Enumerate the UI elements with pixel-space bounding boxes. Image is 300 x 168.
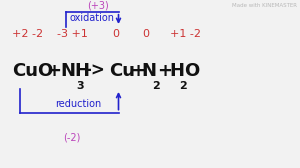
Text: reduction: reduction — [56, 99, 102, 109]
Text: ->: -> — [84, 61, 105, 80]
Text: +: + — [158, 61, 172, 80]
Text: (+3): (+3) — [87, 0, 108, 10]
Text: +: + — [46, 61, 62, 80]
Text: 0: 0 — [142, 29, 149, 39]
Text: Cu: Cu — [110, 61, 136, 80]
Text: 3: 3 — [76, 81, 84, 91]
Text: +2 -2: +2 -2 — [12, 29, 43, 39]
Text: (-2): (-2) — [63, 133, 81, 143]
Text: CuO: CuO — [12, 61, 53, 80]
Text: 0: 0 — [112, 29, 119, 39]
Text: 2: 2 — [179, 81, 187, 91]
Text: Made with KINEMASTER: Made with KINEMASTER — [232, 3, 297, 8]
Text: -3 +1: -3 +1 — [57, 29, 88, 39]
Text: +: + — [130, 61, 146, 80]
Text: +1 -2: +1 -2 — [170, 29, 201, 39]
Text: oxidation: oxidation — [70, 13, 115, 24]
Text: O: O — [184, 61, 200, 80]
Text: NH: NH — [60, 61, 90, 80]
Text: N: N — [142, 61, 157, 80]
Text: H: H — [169, 61, 184, 80]
Text: 2: 2 — [152, 81, 160, 91]
